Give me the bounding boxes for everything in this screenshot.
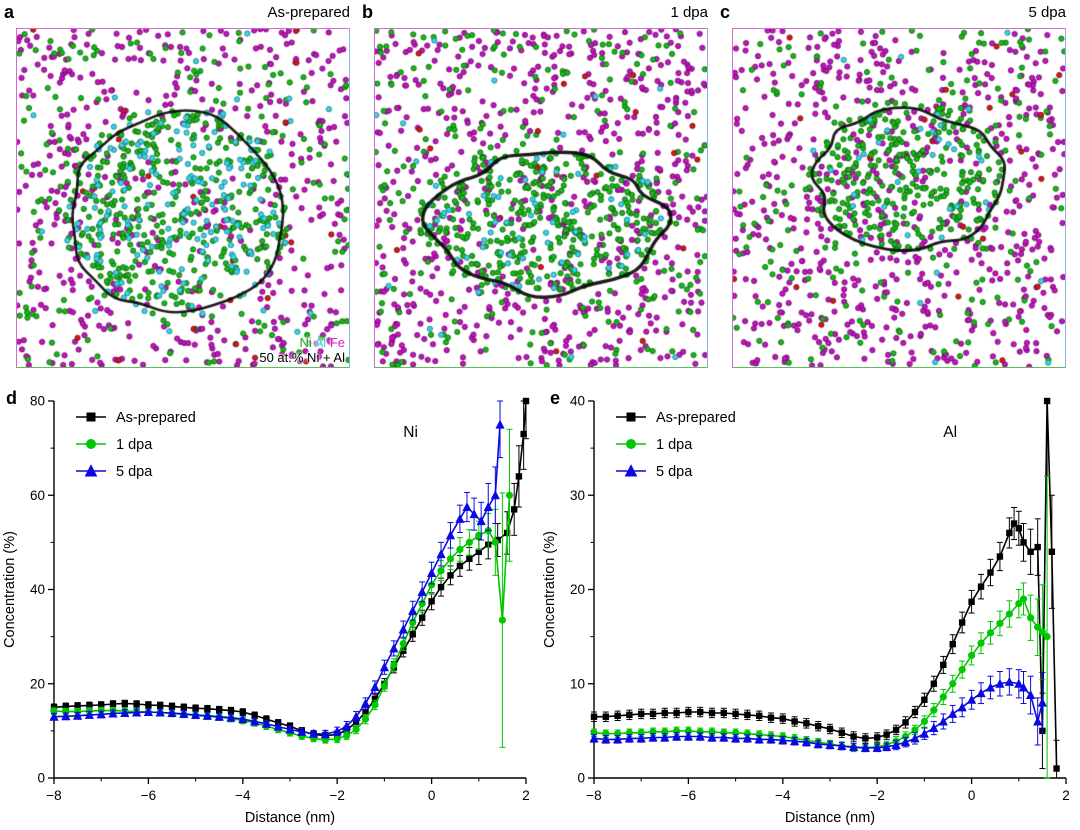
element-annotation: Ni bbox=[403, 424, 418, 441]
fe-key-label: Fe bbox=[329, 335, 345, 350]
element-key: Ni Al Fe bbox=[259, 335, 345, 350]
svg-text:20: 20 bbox=[30, 676, 45, 691]
legend: As-prepared 1 dpa 5 dpa bbox=[616, 410, 736, 480]
svg-text:80: 80 bbox=[30, 394, 45, 409]
isosurface-key-label: 50 at.% Ni + Al bbox=[259, 350, 345, 365]
svg-text:40: 40 bbox=[570, 394, 585, 409]
x-axis-label: Distance (nm) bbox=[245, 810, 335, 826]
svg-text:0: 0 bbox=[577, 771, 585, 786]
legend-label: 1 dpa bbox=[656, 437, 693, 453]
legend-label: 5 dpa bbox=[656, 464, 693, 480]
svg-text:20: 20 bbox=[570, 582, 585, 597]
ni-key-label: Ni bbox=[299, 335, 312, 350]
panel-e: −8 −6 −4 −2 0 2 0 10 20 30 40 Distance (nm) Concentr… bbox=[540, 385, 1080, 830]
condition-label-b: 1 dpa bbox=[670, 4, 708, 21]
svg-text:−8: −8 bbox=[586, 788, 601, 803]
panel-letter-d: d bbox=[6, 388, 17, 408]
panel-letter-e: e bbox=[550, 388, 561, 408]
legend: As-prepared 1 dpa 5 dpa bbox=[76, 410, 196, 480]
svg-text:2: 2 bbox=[1062, 788, 1070, 803]
svg-text:−2: −2 bbox=[869, 788, 884, 803]
legend-label: 5 dpa bbox=[116, 464, 153, 480]
x-axis-label: Distance (nm) bbox=[785, 810, 875, 826]
panel-letter-c: c bbox=[720, 2, 731, 22]
panel-letter-b: b bbox=[362, 2, 373, 22]
atom-map-box-c bbox=[732, 28, 1066, 368]
svg-text:−6: −6 bbox=[681, 788, 696, 803]
series-1-dpa bbox=[590, 475, 1051, 779]
legend-label: As-prepared bbox=[656, 410, 736, 426]
y-axis-label: Concentration (%) bbox=[2, 531, 18, 648]
svg-text:−2: −2 bbox=[329, 788, 344, 803]
svg-text:0: 0 bbox=[968, 788, 976, 803]
atom-map-row: a As-prepared Ni Al Fe 50 at.% Ni + Al b… bbox=[4, 2, 1066, 368]
atom-map-box-a: Ni Al Fe 50 at.% Ni + Al bbox=[16, 28, 350, 368]
svg-text:30: 30 bbox=[570, 488, 585, 503]
condition-label-a: As-prepared bbox=[267, 4, 350, 21]
y-axis-label: Concentration (%) bbox=[542, 531, 558, 648]
series-5-dpa bbox=[589, 668, 1047, 753]
svg-text:0: 0 bbox=[37, 771, 45, 786]
series-5-dpa bbox=[49, 400, 505, 739]
panel-d: −8 −6 −4 −2 0 2 0 20 40 60 80 Distance (nm) Concentr… bbox=[0, 385, 540, 830]
al-key-label: Al bbox=[314, 335, 327, 350]
series-as-prepared bbox=[590, 397, 1060, 779]
panel-letter-a: a bbox=[4, 2, 15, 22]
element-annotation: Al bbox=[943, 424, 957, 441]
atom-map-c bbox=[733, 29, 1065, 367]
svg-text:0: 0 bbox=[428, 788, 436, 803]
atom-map-b bbox=[375, 29, 707, 367]
svg-text:−6: −6 bbox=[141, 788, 156, 803]
svg-text:10: 10 bbox=[570, 676, 585, 691]
atom-map-key: Ni Al Fe 50 at.% Ni + Al bbox=[259, 335, 345, 365]
svg-text:−4: −4 bbox=[235, 788, 251, 803]
atom-map-box-b bbox=[374, 28, 708, 368]
panel-b: b 1 dpa bbox=[362, 2, 708, 368]
legend-label: As-prepared bbox=[116, 410, 196, 426]
panel-c: c 5 dpa bbox=[720, 2, 1066, 368]
svg-text:−8: −8 bbox=[46, 788, 61, 803]
panel-a: a As-prepared Ni Al Fe 50 at.% Ni + Al bbox=[4, 2, 350, 368]
legend-label: 1 dpa bbox=[116, 437, 153, 453]
svg-text:−4: −4 bbox=[775, 788, 791, 803]
condition-label-c: 5 dpa bbox=[1028, 4, 1066, 21]
atom-map-a bbox=[17, 29, 349, 367]
svg-text:2: 2 bbox=[522, 788, 530, 803]
svg-text:40: 40 bbox=[30, 582, 45, 597]
svg-text:60: 60 bbox=[30, 488, 45, 503]
